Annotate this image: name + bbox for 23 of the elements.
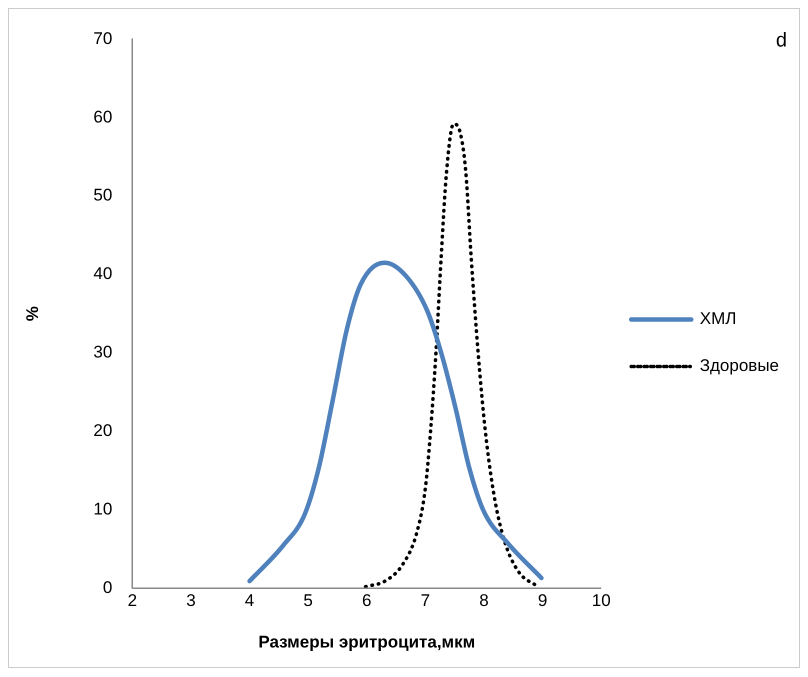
legend-label: ХМЛ [700, 309, 736, 328]
legend-label: Здоровые [700, 356, 780, 376]
text: d [776, 30, 787, 52]
y-tick-label: 60 [93, 107, 112, 126]
x-tick-label: 10 [592, 591, 611, 610]
x-tick-label: 4 [244, 591, 254, 610]
x-tick-label: 7 [420, 591, 430, 610]
y-tick-label: 50 [93, 186, 112, 205]
y-tick-label: 40 [93, 264, 112, 284]
x-tick-label: 3 [186, 591, 196, 610]
x-tick-label: 5 [303, 591, 313, 610]
y-tick-label: 0 [102, 578, 112, 597]
x-tick-label: 8 [479, 591, 489, 610]
y-tick-label: 70 [93, 28, 112, 48]
y-tick-label: 20 [93, 421, 112, 440]
y-axis-title: % [22, 306, 42, 322]
x-tick-label: 9 [538, 591, 548, 610]
line-series [247, 260, 544, 584]
y-tick-label: 30 [93, 342, 112, 362]
x-tick-label: 2 [128, 591, 138, 610]
x-tick-label: 6 [362, 591, 372, 610]
x-axis-title: Размеры эритроцита,мкм [258, 632, 476, 652]
y-tick-label: 10 [93, 499, 112, 518]
